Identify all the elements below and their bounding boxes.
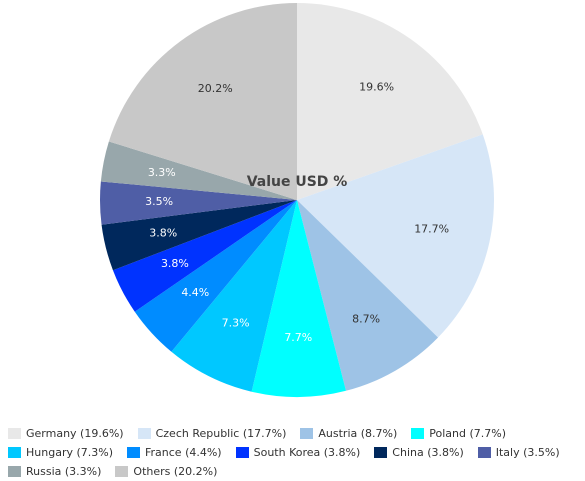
legend-label: Germany (19.6%) <box>26 427 124 440</box>
legend-swatch <box>477 447 491 458</box>
slice-label-austria: 8.7% <box>352 312 380 325</box>
chart-title: Value USD % <box>247 174 348 190</box>
legend-item: France (4.4%) <box>127 446 222 459</box>
legend-item: South Korea (3.8%) <box>235 446 361 459</box>
legend-label: Poland (7.7%) <box>429 427 507 440</box>
legend-label: Austria (8.7%) <box>318 427 398 440</box>
legend-swatch <box>300 428 314 439</box>
slice-label-poland: 7.7% <box>284 331 312 344</box>
legend-label: Others (20.2%) <box>133 465 218 478</box>
legend-item: Hungary (7.3%) <box>8 446 113 459</box>
slice-label-others: 20.2% <box>198 82 233 95</box>
slice-label-russia: 3.3% <box>148 166 176 179</box>
legend-label: France (4.4%) <box>145 446 222 459</box>
legend-label: Hungary (7.3%) <box>26 446 113 459</box>
legend-swatch <box>411 428 425 439</box>
pie-chart-svg: 19.6% 17.7% 8.7% 7.7% 7.3% 4.4% 3.8% 3.8% 3.5% 3.… <box>100 3 494 397</box>
legend-row: Russia (3.3%) Others (20.2%) <box>8 462 585 481</box>
pie-slice-italy <box>100 181 297 225</box>
pie-slice-germany <box>297 3 483 200</box>
pie-slice-others <box>108 3 297 200</box>
legend-item: Italy (3.5%) <box>477 446 560 459</box>
legend-swatch <box>137 428 151 439</box>
legend-label: Czech Republic (17.7%) <box>155 427 287 440</box>
pie-slice-poland <box>251 200 346 397</box>
pie-slice-china <box>101 200 297 271</box>
slice-label-china: 3.8% <box>149 226 177 239</box>
legend-label: China (3.8%) <box>392 446 464 459</box>
legend-item: Poland (7.7%) <box>411 427 506 440</box>
legend-row: Hungary (7.3%) France (4.4%) South Korea (… <box>8 443 585 462</box>
legend-item: Others (20.2%) <box>115 465 217 478</box>
slice-label-south-korea: 3.8% <box>161 257 189 270</box>
pie-slice-south-korea <box>112 200 297 312</box>
legend-row: Germany (19.6%) Czech Republic (17.7%) Aus… <box>8 424 585 443</box>
legend-label: Italy (3.5%) <box>495 446 560 459</box>
legend-swatch <box>8 428 21 439</box>
legend-item: Russia (3.3%) <box>8 465 101 478</box>
legend-item: China (3.8%) <box>374 446 464 459</box>
pie-slice-czech-republic <box>297 134 494 338</box>
pie-slice-france <box>134 200 297 352</box>
legend-swatch <box>8 447 21 458</box>
chart-legend: Germany (19.6%) Czech Republic (17.7%) Aus… <box>8 424 585 481</box>
slice-label-hungary: 7.3% <box>222 316 250 329</box>
legend-swatch <box>8 466 21 477</box>
legend-label: South Korea (3.8%) <box>253 446 361 459</box>
legend-swatch <box>235 447 249 458</box>
pie-chart: 19.6% 17.7% 8.7% 7.7% 7.3% 4.4% 3.8% 3.8% 3.5% 3.… <box>100 3 494 397</box>
legend-swatch <box>127 447 140 458</box>
legend-label: Russia (3.3%) <box>26 465 102 478</box>
pie-slice-austria <box>297 200 439 391</box>
slice-label-czech-republic: 17.7% <box>414 223 449 236</box>
pie-slice-hungary <box>171 200 297 392</box>
slice-label-france: 4.4% <box>181 286 209 299</box>
pie-slice-russia <box>100 141 297 200</box>
legend-swatch <box>374 447 388 458</box>
legend-item: Germany (19.6%) <box>8 427 124 440</box>
legend-item: Austria (8.7%) <box>300 427 397 440</box>
legend-item: Czech Republic (17.7%) <box>137 427 287 440</box>
slice-label-italy: 3.5% <box>145 195 173 208</box>
slice-label-germany: 19.6% <box>359 80 394 93</box>
legend-swatch <box>115 466 129 477</box>
